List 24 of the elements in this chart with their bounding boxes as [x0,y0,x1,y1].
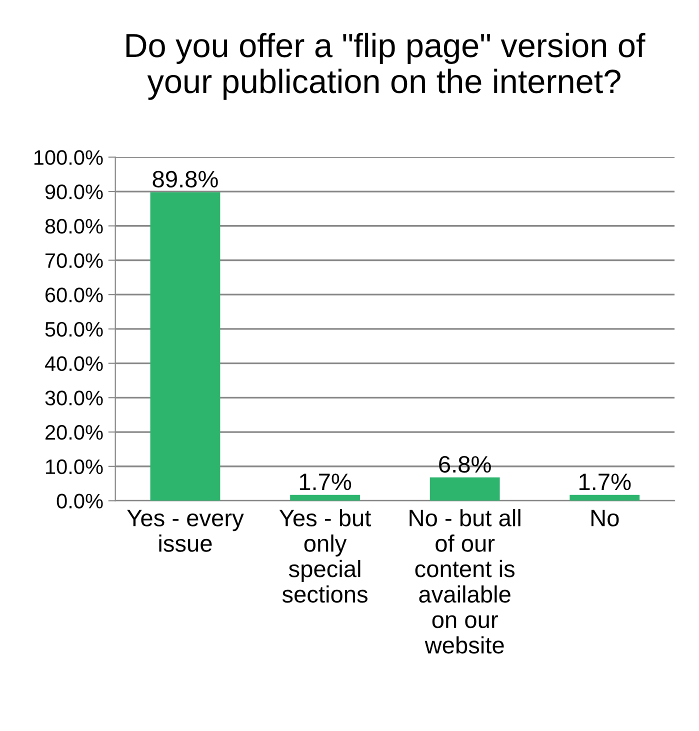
bar [290,494,360,501]
x-tick-label: Yes - but only special sections [279,509,372,603]
bar [430,477,500,501]
x-tick-label: Yes - every issue [127,510,244,552]
y-tick-label: 70.0% [46,253,103,268]
x-tick-label: No - but all of our content is available on our website [410,509,520,654]
bar [150,192,220,501]
y-tick-label: 50.0% [45,322,103,337]
y-tick-label: 100.0% [34,150,103,165]
data-label: 89.8% [152,170,218,188]
y-tick-label: 90.0% [45,184,103,200]
data-label: 1.7% [580,474,631,490]
data-label: 1.7% [300,474,352,490]
y-tick-label: 40.0% [44,356,103,372]
chart-title: Do you offer a "flip page" version of your publication on the internet? [126,32,646,100]
y-tick-label: 0.0% [56,494,103,508]
y-tick-label: 30.0% [45,390,103,406]
bar [570,494,640,501]
x-tick-label: No [591,510,619,526]
y-tick-label: 60.0% [46,288,103,302]
y-tick-label: 20.0% [46,425,103,440]
y-tick-label: 10.0% [46,459,103,474]
y-tick-label: 80.0% [45,218,103,234]
data-label: 6.8% [439,456,491,473]
